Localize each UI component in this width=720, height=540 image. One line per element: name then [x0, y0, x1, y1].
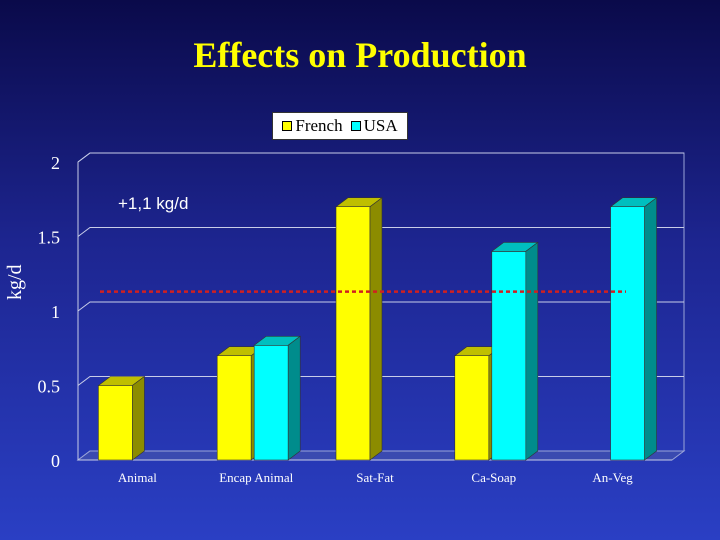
- y-tick-label: 2: [51, 153, 60, 173]
- page-title: Effects on Production: [193, 35, 527, 75]
- y-tick-label: 0: [51, 451, 60, 471]
- gridline: [77, 227, 684, 237]
- x-tick-label: Ca-Soap: [471, 470, 516, 485]
- chart-legend: French USA: [272, 112, 408, 140]
- x-tick-label: Sat-Fat: [356, 470, 394, 485]
- bar-french-animal: [97, 375, 146, 461]
- gridline: [77, 301, 684, 312]
- bar-usa-ca-soap: [490, 241, 539, 461]
- bar-usa-an-veg: [609, 197, 658, 461]
- legend-item-usa: USA: [350, 116, 398, 136]
- y-tick-label: 1.5: [38, 228, 61, 248]
- x-tick-label: Encap Animal: [219, 470, 293, 485]
- plot-floor: [76, 450, 686, 461]
- gridline: [77, 152, 684, 163]
- x-tick-label: Animal: [118, 470, 157, 485]
- y-tick-label: 1: [51, 302, 60, 322]
- legend-label-french: French: [295, 116, 343, 135]
- legend-label-usa: USA: [363, 116, 398, 135]
- y-tick-label: 0.5: [38, 377, 61, 397]
- annotation-label: +1,1 kg/d: [118, 194, 188, 213]
- legend-item-french: French: [282, 116, 343, 136]
- legend-swatch-french: [282, 121, 293, 131]
- bar-french-sat-fat: [335, 197, 383, 461]
- legend-swatch-usa: [350, 121, 361, 131]
- bar-usa-encap-animal: [253, 335, 302, 461]
- x-tick-label: An-Veg: [592, 470, 633, 485]
